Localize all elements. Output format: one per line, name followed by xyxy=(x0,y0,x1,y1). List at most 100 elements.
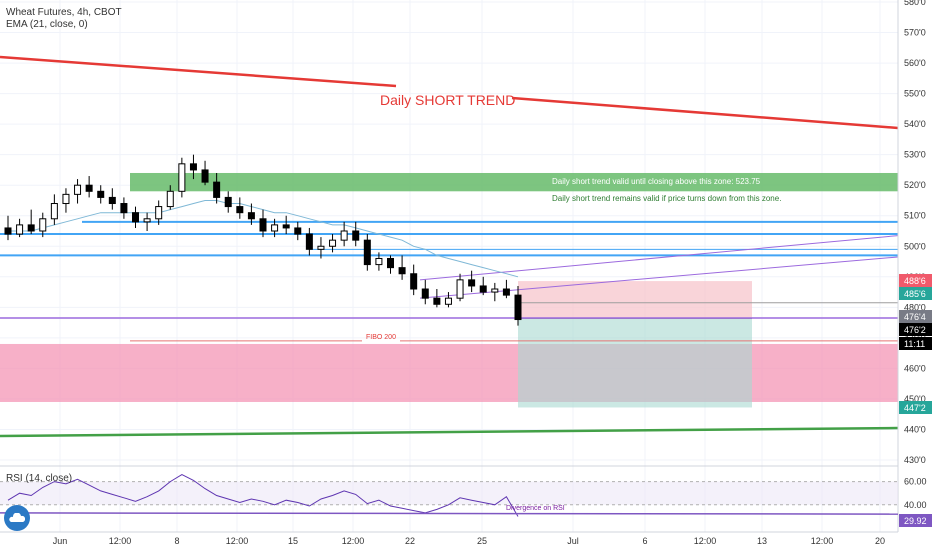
candle-body xyxy=(247,212,255,220)
candle-body xyxy=(317,245,325,250)
price-badge: 447'2 xyxy=(904,403,926,413)
time-tick-label: 25 xyxy=(477,536,487,546)
price-badge-bg xyxy=(899,274,932,287)
purple-channel-line-1[interactable] xyxy=(419,235,899,281)
candle-body xyxy=(166,190,174,208)
zone-note-1: Daily short trend valid until closing ab… xyxy=(552,177,761,186)
price-tick-label: 550'0 xyxy=(904,89,926,99)
candle-body xyxy=(224,196,232,208)
candle-body xyxy=(271,224,279,232)
candle-body xyxy=(444,297,452,305)
time-tick-label: 6 xyxy=(642,536,647,546)
time-tick-label: 12:00 xyxy=(226,536,249,546)
price-tick-label: 560'0 xyxy=(904,58,926,68)
price-tick-label: 460'0 xyxy=(904,363,926,373)
time-tick-label: Jun xyxy=(53,536,68,546)
candle-body xyxy=(305,233,313,250)
candle-body xyxy=(398,267,406,275)
candle-body xyxy=(294,227,302,235)
position-stop-area[interactable] xyxy=(518,281,752,319)
candle-body xyxy=(387,257,394,269)
purple-channel-line-2[interactable] xyxy=(419,256,899,299)
price-badge: 485'6 xyxy=(904,289,926,299)
price-axis: 580'0 570'0 560'0 550'0 540'0 530'0 520'0 510'0… xyxy=(904,0,926,465)
time-tick-label: 12:00 xyxy=(109,536,132,546)
price-tick-label: 540'0 xyxy=(904,119,926,129)
candle-body xyxy=(201,169,209,183)
price-tick-label: 570'0 xyxy=(904,28,926,38)
rsi-band xyxy=(0,481,898,505)
candle-body xyxy=(213,181,221,198)
price-tick-label: 440'0 xyxy=(904,424,926,434)
candle-body xyxy=(4,227,12,235)
price-tick-label: 500'0 xyxy=(904,241,926,251)
time-tick-label: 12:00 xyxy=(342,536,365,546)
green-support-line[interactable] xyxy=(0,426,899,438)
grid xyxy=(0,0,898,532)
tradingview-logo[interactable] xyxy=(4,505,30,531)
candle-body xyxy=(502,288,510,296)
candle-body xyxy=(27,224,35,232)
symbol-title: Wheat Futures, 4h, CBOT xyxy=(6,7,122,18)
candle-body xyxy=(85,184,93,192)
trend-label: Daily SHORT TREND xyxy=(380,92,515,108)
candle-body xyxy=(108,196,116,205)
fibo-label: FIBO 200 xyxy=(366,334,396,341)
price-tick-label: 520'0 xyxy=(904,180,926,190)
price-badge-bg xyxy=(899,401,932,414)
position-target-area[interactable] xyxy=(518,318,752,408)
candle-body xyxy=(189,163,197,171)
candle-body xyxy=(120,203,128,214)
candle-body xyxy=(491,288,499,293)
candle-body xyxy=(329,239,337,247)
candle-body xyxy=(97,190,105,198)
price-badge: 11:11 xyxy=(904,339,925,349)
candle-body xyxy=(340,230,348,241)
rsi-tick-label: 60.00 xyxy=(904,477,927,487)
price-badge: 476'4 xyxy=(904,312,926,322)
candle-body xyxy=(62,193,70,205)
rsi-label: RSI (14, close) xyxy=(6,473,72,484)
time-tick-label: Jul xyxy=(567,536,579,546)
rsi-divergence-label: Divergence on RSI xyxy=(506,505,565,512)
price-tick-label: 430'0 xyxy=(904,455,926,465)
time-tick-label: 22 xyxy=(405,536,415,546)
rsi-axis: 60.00 40.00 xyxy=(904,477,927,510)
candle-body xyxy=(155,206,163,220)
daily-short-trend-line-left[interactable] xyxy=(0,55,397,88)
time-tick-label: 20 xyxy=(875,536,885,546)
candle-body xyxy=(16,224,24,235)
ema-line xyxy=(8,200,519,278)
candle-body xyxy=(39,218,47,232)
time-tick-label: 15 xyxy=(288,536,298,546)
indicator-title: EMA (21, close, 0) xyxy=(6,19,88,30)
candle-body xyxy=(433,297,441,305)
logo-cloud-icon xyxy=(9,513,25,523)
candle-body xyxy=(375,257,383,266)
price-badge-bg xyxy=(899,337,932,350)
candle-body xyxy=(178,163,186,192)
price-badge-bg xyxy=(899,310,932,323)
rsi-value-badge-bg xyxy=(899,514,932,527)
price-tick-label: 450'0 xyxy=(904,394,926,404)
candle-body xyxy=(50,203,58,220)
pink-zone xyxy=(0,343,898,402)
price-tick-label: 510'0 xyxy=(904,211,926,221)
price-tick-label: 580'0 xyxy=(904,0,926,7)
time-tick-label: 12:00 xyxy=(694,536,717,546)
horizontal-levels xyxy=(0,220,898,342)
time-tick-label: 8 xyxy=(174,536,179,546)
candle-body xyxy=(132,212,139,223)
candle-body xyxy=(74,184,82,195)
price-tick-label: 530'0 xyxy=(904,150,926,160)
price-badge: 476'2 xyxy=(904,325,926,335)
candle-body xyxy=(479,285,487,293)
candle-body xyxy=(468,279,476,287)
time-axis: Jun 12:00 8 12:00 15 12:00 22 25 Jul 6 12:00 13 12:0… xyxy=(53,536,885,546)
candle-body xyxy=(410,273,418,290)
zone-note-2: Daily short trend remains valid if price… xyxy=(552,194,781,203)
rsi-tick-label: 40.00 xyxy=(904,500,927,510)
daily-short-trend-line-right[interactable] xyxy=(511,96,899,130)
